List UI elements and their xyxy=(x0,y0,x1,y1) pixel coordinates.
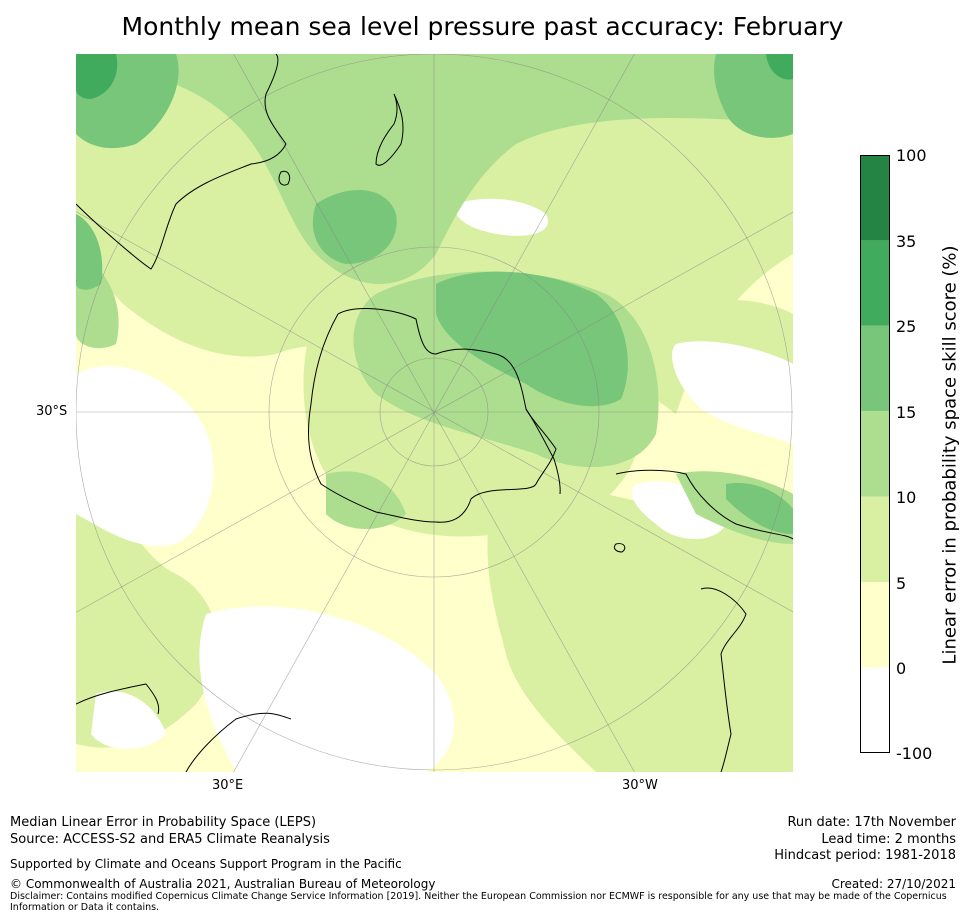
lon-label-30e: 30°E xyxy=(212,778,244,793)
antarctic-peninsula-coast xyxy=(525,408,561,495)
colorbar-tick-5: 5 xyxy=(896,574,907,593)
south-america-coast xyxy=(615,469,793,772)
colorbar-label: Linear error in probability space skill … xyxy=(939,245,961,665)
polar-map xyxy=(76,54,793,772)
colorbar-bin-neg100-0 xyxy=(860,667,890,753)
colorbar-tick-35: 35 xyxy=(896,232,917,251)
skill-field-negative xyxy=(76,198,793,772)
new-zealand-coast xyxy=(375,93,404,166)
graticule xyxy=(76,54,793,772)
footer-run-date: Run date: 17th November xyxy=(787,815,956,830)
skill-field-25-35 xyxy=(76,54,793,99)
colorbar-tick-neg100: -100 xyxy=(896,744,933,763)
colorbar-tick-15: 15 xyxy=(896,403,917,422)
tasmania-coast xyxy=(278,170,291,186)
skill-field-15-25 xyxy=(76,54,793,534)
footer-copyright: © Commonwealth of Australia 2021, Austra… xyxy=(10,877,436,891)
colorbar-bin-5-10 xyxy=(860,496,890,582)
antarctica-coast xyxy=(307,308,557,523)
africa-coast xyxy=(76,683,292,772)
colorbar-bin-25-35 xyxy=(860,240,890,326)
coastlines xyxy=(76,54,793,772)
footer-created: Created: 27/10/2021 xyxy=(831,877,956,891)
colorbar-tick-25: 25 xyxy=(896,317,917,336)
colorbar-tick-10: 10 xyxy=(896,488,917,507)
colorbar-tick-0: 0 xyxy=(896,659,907,678)
footer-leps: Median Linear Error in Probability Space… xyxy=(10,815,317,830)
chart-title: Monthly mean sea level pressure past acc… xyxy=(121,12,844,41)
colorbar-bin-15-25 xyxy=(860,325,890,412)
footer-support: Supported by Climate and Oceans Support … xyxy=(10,857,402,871)
footer-lead-time: Lead time: 2 months xyxy=(821,832,956,847)
colorbar-tick-100: 100 xyxy=(896,146,927,165)
lon-label-30w: 30°W xyxy=(622,778,658,793)
colorbar-bin-0-5 xyxy=(860,582,890,668)
colorbar-bin-10-15 xyxy=(860,411,890,497)
footer-hindcast: Hindcast period: 1981-2018 xyxy=(774,848,956,863)
footer-disclaimer: Disclaimer: Contains modified Copernicus… xyxy=(10,891,947,913)
lat-label-30s: 30°S xyxy=(36,404,68,419)
footer-source: Source: ACCESS-S2 and ERA5 Climate Reana… xyxy=(10,832,330,847)
falklands-coast xyxy=(613,543,626,553)
colorbar-bin-35-100 xyxy=(860,155,890,241)
australia-coast xyxy=(76,54,287,270)
map-panel xyxy=(76,54,793,772)
colorbar xyxy=(860,155,890,753)
